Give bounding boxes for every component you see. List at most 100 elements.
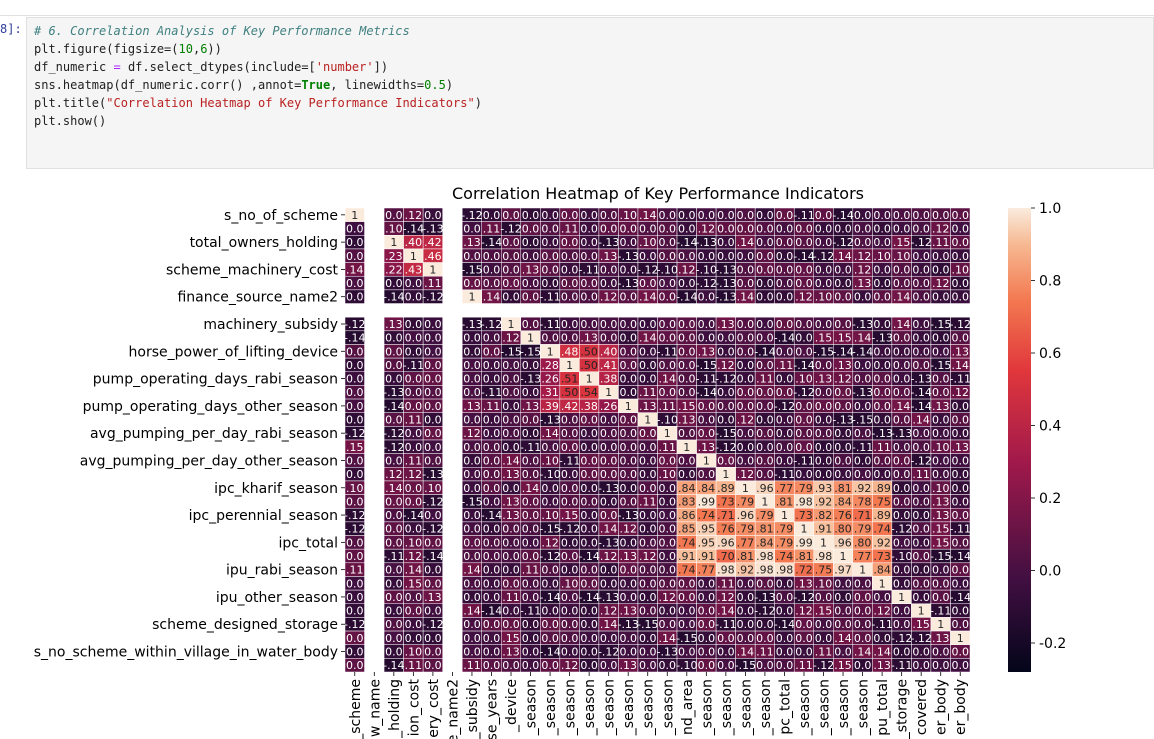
code-token: "Correlation Heatmap of Key Performance … [106, 96, 475, 110]
x-tick-label: _season [758, 679, 774, 736]
cell-annotation: -.14 [774, 332, 795, 345]
cell-annotation: 1 [683, 441, 690, 454]
cell-annotation: -.12 [754, 605, 775, 618]
cell-annotation: .50 [580, 359, 598, 372]
cell-annotation: 0.0 [346, 373, 364, 386]
cell-annotation: .15 [405, 577, 423, 590]
cell-annotation: -.11 [930, 605, 951, 618]
cell-annotation: .13 [463, 400, 481, 413]
x-tick-label: _season [543, 679, 559, 736]
cell-annotation: -.13 [871, 332, 892, 345]
cell-annotation: 0.0 [619, 222, 637, 235]
cell-annotation: 0.0 [600, 332, 618, 345]
cell-annotation: 0.0 [580, 236, 598, 249]
cell-annotation: 0.0 [951, 222, 969, 235]
cell-annotation: 0.0 [561, 550, 579, 563]
cell-annotation: 0.0 [912, 318, 930, 331]
cell-annotation: 0.0 [756, 277, 774, 290]
cell-annotation: 0.0 [502, 291, 520, 304]
cell-annotation: -.12 [559, 523, 580, 536]
cell-annotation: 0.0 [698, 605, 716, 618]
cell-annotation: 0.0 [639, 250, 657, 263]
cell-annotation: 0.0 [385, 564, 403, 577]
cell-annotation: 0.0 [834, 605, 852, 618]
cell-annotation: 0.0 [522, 359, 540, 372]
cell-annotation: 0.0 [561, 646, 579, 659]
cell-annotation: .14 [600, 618, 618, 631]
colorbar-tick-label: 0.2 [1039, 491, 1061, 507]
x-tick-label: er_body [953, 679, 969, 735]
cell-annotation: 0.0 [873, 209, 891, 222]
cell-annotation: 0.0 [756, 577, 774, 590]
cell-annotation: .13 [834, 359, 852, 372]
cell-annotation: 0.0 [951, 400, 969, 413]
cell-annotation: 0.0 [756, 236, 774, 249]
cell-annotation: -.15 [461, 495, 482, 508]
cell-annotation: .84 [756, 536, 774, 549]
cell-annotation: 0.0 [561, 250, 579, 263]
cell-annotation: 0.0 [776, 263, 794, 276]
code-editor[interactable]: # 6. Correlation Analysis of Key Perform… [34, 22, 482, 130]
cell-annotation: 0.0 [678, 427, 696, 440]
cell-annotation: .81 [756, 523, 774, 536]
cell-annotation: 0.0 [346, 359, 364, 372]
cell-annotation: 0.0 [893, 468, 911, 481]
cell-annotation: 0.0 [893, 536, 911, 549]
cell-annotation: -.10 [891, 550, 912, 563]
cell-annotation: 0.0 [893, 345, 911, 358]
cell-annotation: -.14 [481, 236, 502, 249]
cell-annotation: .14 [659, 632, 677, 645]
cell-annotation: 0.0 [483, 332, 501, 345]
cell-annotation: 0.0 [698, 577, 716, 590]
x-tick-label: _season [836, 679, 852, 736]
cell-annotation: 0.0 [795, 414, 813, 427]
cell-annotation: 0.0 [639, 468, 657, 481]
cell-annotation: 0.0 [717, 386, 735, 399]
cell-annotation: 0.0 [463, 536, 481, 549]
cell-annotation: .12 [561, 659, 579, 672]
cell-annotation: 0.0 [659, 482, 677, 495]
cell-annotation: .82 [815, 509, 833, 522]
cell-annotation: 0.0 [561, 564, 579, 577]
cell-annotation: 0.0 [678, 222, 696, 235]
cell-annotation: .22 [385, 263, 403, 276]
cell-annotation: 0.0 [600, 495, 618, 508]
cell-annotation: 0.0 [893, 277, 911, 290]
cell-annotation: 0.0 [405, 618, 423, 631]
cell-annotation: 0.0 [951, 495, 969, 508]
cell-annotation: 0.0 [815, 441, 833, 454]
cell-annotation: 0.0 [698, 332, 716, 345]
cell-annotation: 0.0 [385, 632, 403, 645]
cell-annotation: .14 [463, 605, 481, 618]
cell-annotation: 0.0 [717, 632, 735, 645]
cell-annotation: 0.0 [834, 386, 852, 399]
cell-annotation: 1 [703, 454, 710, 467]
cell-annotation: 0.0 [522, 646, 540, 659]
cell-annotation: 0.0 [502, 359, 520, 372]
cell-annotation: .83 [678, 495, 696, 508]
cell-annotation: .15 [561, 509, 579, 522]
cell-annotation: .81 [834, 482, 852, 495]
cell-annotation: 0.0 [522, 277, 540, 290]
cell-annotation: .11 [463, 659, 481, 672]
cell-annotation: -.12 [813, 659, 834, 672]
cell-annotation: 0.0 [776, 386, 794, 399]
cell-annotation: .79 [776, 523, 794, 536]
cell-annotation: -.12 [715, 441, 736, 454]
cell-annotation: -.13 [715, 291, 736, 304]
cell-annotation: .14 [385, 482, 403, 495]
cell-annotation: 0.0 [893, 495, 911, 508]
cell-annotation: 0.0 [639, 345, 657, 358]
cell-annotation: -.13 [696, 236, 717, 249]
code-cell[interactable]: # 6. Correlation Analysis of Key Perform… [26, 17, 1154, 169]
cell-annotation: 0.0 [659, 564, 677, 577]
cell-annotation: -.14 [950, 591, 971, 604]
cell-annotation: 0.0 [815, 222, 833, 235]
x-tick-label: pu_total [875, 679, 891, 736]
cell-annotation: .13 [502, 468, 520, 481]
cell-annotation: 0.0 [893, 509, 911, 522]
cell-annotation: 0.0 [854, 577, 872, 590]
cell-annotation: 0.0 [600, 414, 618, 427]
cell-annotation: 0.0 [932, 373, 950, 386]
cell-annotation: 0.0 [619, 236, 637, 249]
